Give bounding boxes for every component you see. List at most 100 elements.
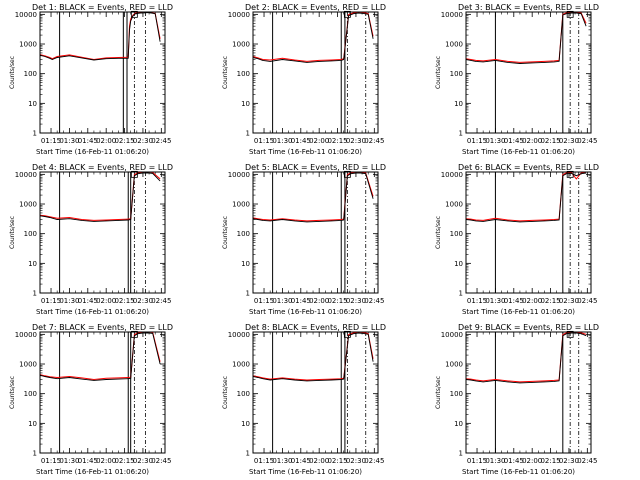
x-tick-label: 02:45 xyxy=(151,457,171,465)
x-tick-label: 02:30 xyxy=(559,137,579,145)
chart-title: Det 5: BLACK = Events, RED = LLD xyxy=(245,163,386,172)
y-tick-label: 1000 xyxy=(445,41,463,49)
plot-frame xyxy=(252,331,379,454)
x-tick-label: 02:15 xyxy=(114,297,134,305)
x-tick-label: 01:45 xyxy=(78,137,98,145)
y-tick-label: 10000 xyxy=(15,171,37,179)
y-tick-label: 100 xyxy=(450,230,463,238)
chart-det-2: Det 2: BLACK = Events, RED = LLD Counts/s… xyxy=(222,3,386,156)
x-tick-label: 02:00 xyxy=(522,137,542,145)
y-tick-label: 100 xyxy=(237,230,250,238)
y-tick-label: 1000 xyxy=(232,201,250,209)
x-tick-label: 01:15 xyxy=(41,457,61,465)
y-tick-label: 1000 xyxy=(19,41,37,49)
plot-frame xyxy=(39,11,166,134)
x-tick-label: 02:30 xyxy=(346,457,366,465)
x-tick-label: 02:30 xyxy=(559,457,579,465)
y-tick-label: 100 xyxy=(24,390,37,398)
x-tick-label: 01:45 xyxy=(78,457,98,465)
x-tick-label: 01:15 xyxy=(254,297,274,305)
plateau-marker-square xyxy=(566,10,574,18)
x-tick-label: 02:45 xyxy=(364,297,384,305)
plot-frame xyxy=(39,171,166,294)
y-tick-label: 10 xyxy=(241,420,250,428)
y-tick-label: 10 xyxy=(28,260,37,268)
y-tick-label: 10 xyxy=(28,420,37,428)
x-tick-label: 01:45 xyxy=(504,297,524,305)
y-tick-label: 1 xyxy=(246,290,250,298)
y-tick-label: 1 xyxy=(459,130,463,138)
x-tick-label: 02:15 xyxy=(327,457,347,465)
x-tick-label: 02:00 xyxy=(522,297,542,305)
series-events-line xyxy=(465,12,587,64)
x-tick-label: 02:45 xyxy=(577,297,597,305)
x-tick-label: 01:30 xyxy=(485,137,505,145)
y-tick-label: 1000 xyxy=(19,201,37,209)
x-tick-label: 01:30 xyxy=(272,457,292,465)
x-tick-label: 01:15 xyxy=(41,137,61,145)
y-tick-label: 10000 xyxy=(15,331,37,339)
y-tick-label: 100 xyxy=(450,70,463,78)
plateau-marker-square xyxy=(343,330,351,338)
x-tick-label: 01:15 xyxy=(254,457,274,465)
chart-det-3: Det 3: BLACK = Events, RED = LLD Counts/s… xyxy=(435,3,599,156)
x-tick-label: 02:15 xyxy=(540,137,560,145)
chart-title: Det 9: BLACK = Events, RED = LLD xyxy=(458,323,599,332)
x-tick-label: 02:45 xyxy=(577,457,597,465)
y-axis-label: Counts/sec xyxy=(9,56,16,89)
y-tick-label: 1000 xyxy=(445,201,463,209)
series-lld-line xyxy=(252,331,374,381)
x-tick-label: 02:00 xyxy=(96,457,116,465)
y-tick-label: 1 xyxy=(459,290,463,298)
chart-title: Det 2: BLACK = Events, RED = LLD xyxy=(245,3,386,12)
y-tick-label: 10 xyxy=(454,100,463,108)
x-tick-label: 01:45 xyxy=(291,137,311,145)
y-axis-label: Counts/sec xyxy=(222,376,229,409)
series-lld-line xyxy=(252,171,374,222)
plot-frame xyxy=(39,331,166,454)
series-events-line xyxy=(39,12,161,61)
x-tick-label: 01:30 xyxy=(59,457,79,465)
x-axis-label: Start Time (16-Feb-11 01:06:20) xyxy=(462,468,575,476)
x-tick-label: 02:00 xyxy=(309,297,329,305)
x-tick-label: 01:30 xyxy=(59,137,79,145)
plot-frame xyxy=(465,11,592,134)
y-tick-label: 10 xyxy=(454,420,463,428)
series-events-line xyxy=(465,172,587,223)
plot-frame xyxy=(465,331,592,454)
y-tick-label: 100 xyxy=(24,70,37,78)
x-axis-label: Start Time (16-Feb-11 01:06:20) xyxy=(249,148,362,156)
x-axis-label: Start Time (16-Feb-11 01:06:20) xyxy=(36,308,149,316)
series-lld-line xyxy=(465,331,587,383)
y-axis-label: Counts/sec xyxy=(435,56,442,89)
y-tick-label: 1 xyxy=(246,450,250,458)
x-tick-label: 02:15 xyxy=(114,137,134,145)
x-axis-label: Start Time (16-Feb-11 01:06:20) xyxy=(462,308,575,316)
chart-title: Det 6: BLACK = Events, RED = LLD xyxy=(458,163,599,172)
x-tick-label: 02:30 xyxy=(133,297,153,305)
series-events-line xyxy=(252,172,374,223)
x-axis-label: Start Time (16-Feb-11 01:06:20) xyxy=(249,308,362,316)
series-lld-line xyxy=(39,171,161,221)
chart-det-7: Det 7: BLACK = Events, RED = LLD Counts/s… xyxy=(9,323,173,476)
series-events-line xyxy=(252,332,374,382)
plateau-marker-square xyxy=(566,330,574,338)
y-tick-label: 1 xyxy=(33,290,37,298)
x-tick-label: 01:30 xyxy=(272,297,292,305)
y-tick-label: 1000 xyxy=(232,41,250,49)
y-tick-label: 1 xyxy=(33,130,37,138)
x-tick-label: 02:45 xyxy=(577,137,597,145)
x-tick-label: 01:45 xyxy=(504,137,524,145)
x-tick-label: 02:00 xyxy=(96,137,116,145)
chart-det-5: Det 5: BLACK = Events, RED = LLD Counts/s… xyxy=(222,163,386,316)
x-tick-label: 02:45 xyxy=(151,297,171,305)
y-tick-label: 10000 xyxy=(228,171,250,179)
x-tick-label: 02:00 xyxy=(309,137,329,145)
x-tick-label: 01:15 xyxy=(41,297,61,305)
y-tick-label: 100 xyxy=(237,390,250,398)
x-tick-label: 02:45 xyxy=(364,457,384,465)
x-tick-label: 02:15 xyxy=(327,297,347,305)
chart-title: Det 3: BLACK = Events, RED = LLD xyxy=(458,3,599,12)
series-events-line xyxy=(39,172,161,222)
x-tick-label: 02:15 xyxy=(114,457,134,465)
